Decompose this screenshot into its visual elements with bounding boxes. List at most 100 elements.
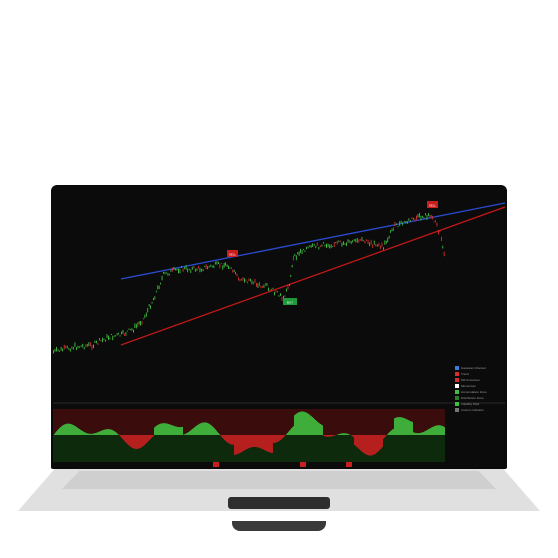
oscillator-bar (175, 426, 176, 435)
oscillator-bar (340, 433, 341, 435)
oscillator-bar (117, 433, 118, 435)
upper-trendline[interactable] (120, 202, 505, 280)
oscillator-bar (435, 425, 436, 435)
price-candle (309, 245, 311, 247)
price-candle (350, 241, 352, 245)
legend-item[interactable]: MA Crossover (455, 377, 505, 383)
oscillator-panel[interactable] (53, 409, 445, 462)
price-candle (381, 242, 383, 247)
oscillator-bar (286, 434, 287, 435)
oscillator-bar (362, 435, 363, 453)
price-candle (124, 333, 125, 336)
oscillator-bar (182, 426, 183, 435)
sell-signal-tag-1[interactable] (227, 250, 238, 257)
price-candle (127, 330, 128, 332)
oscillator-bar (154, 427, 155, 435)
legend-item[interactable]: Trend (455, 371, 505, 377)
legend-item[interactable]: Volatility Filter (455, 401, 505, 407)
price-candle (157, 285, 159, 290)
oscillator-bar (162, 423, 163, 435)
price-candle (439, 230, 441, 232)
oscillator-bar (249, 435, 250, 448)
price-candle (214, 261, 216, 265)
price-candle (284, 295, 286, 297)
price-candle (432, 216, 434, 220)
price-candle (250, 278, 251, 282)
price-candle (53, 350, 54, 354)
price-candle (265, 282, 266, 286)
oscillator-bar (423, 431, 424, 435)
lower-trendline[interactable] (120, 206, 505, 346)
price-candle (414, 218, 416, 221)
price-candle (236, 273, 238, 277)
price-candle (387, 237, 389, 243)
oscillator-bar (408, 420, 409, 435)
oscillator-bar (414, 432, 415, 435)
price-candle (397, 226, 399, 228)
oscillator-bar (278, 435, 279, 442)
price-candle (191, 266, 193, 270)
oscillator-bar (133, 435, 134, 449)
price-candle (166, 272, 167, 274)
oscillator-bar (214, 428, 215, 435)
legend-item[interactable]: Accumulation Zone (455, 389, 505, 395)
price-candle (121, 331, 122, 335)
oscillator-bar (77, 427, 78, 435)
oscillator-bar (136, 435, 137, 449)
price-candle (287, 285, 289, 290)
oscillator-bar (186, 433, 187, 435)
price-chart[interactable]: SELL BUY SELL (53, 187, 505, 467)
oscillator-bar (113, 430, 114, 435)
legend-item[interactable]: Gaussian Channel (455, 365, 505, 371)
oscillator-bar (106, 429, 107, 435)
oscillator-bar (346, 433, 347, 435)
bottom-sell-marker-2[interactable] (300, 462, 306, 467)
bottom-sell-marker-3[interactable] (346, 462, 352, 467)
legend-item[interactable]: Momentum (455, 383, 505, 389)
oscillator-bar (192, 428, 193, 435)
oscillator-bar (94, 433, 95, 435)
oscillator-bar (402, 417, 403, 435)
oscillator-bar (83, 431, 84, 435)
oscillator-bar (218, 433, 219, 435)
price-candle (170, 269, 172, 272)
oscillator-bar (392, 429, 393, 435)
price-candle (367, 239, 369, 244)
indicator-legend: Gaussian Channel Trend MA Crossover Momentu… (455, 365, 505, 413)
oscillator-bar (387, 434, 388, 435)
oscillator-bar (388, 433, 389, 435)
oscillator-bar (139, 435, 140, 449)
price-candle (97, 342, 99, 345)
oscillator-bar (112, 430, 113, 435)
oscillator-bar (243, 435, 244, 451)
buy-signal-tag-1[interactable] (283, 298, 297, 305)
oscillator-bar (442, 426, 443, 435)
oscillator-bar (217, 431, 218, 435)
bottom-sell-marker-1[interactable] (213, 462, 219, 467)
sell-signal-tag-2[interactable] (427, 201, 438, 208)
oscillator-bar (80, 429, 81, 435)
price-candle (349, 240, 351, 243)
oscillator-bar (438, 425, 439, 435)
legend-swatch (455, 366, 459, 370)
oscillator-bar (421, 432, 422, 435)
legend-item[interactable]: Custom Indicator (455, 407, 505, 413)
oscillator-bar (168, 424, 169, 435)
price-candle (182, 268, 184, 272)
price-candle (358, 239, 360, 243)
price-candle (164, 271, 166, 275)
price-candle (106, 334, 108, 338)
legend-label: MA Crossover (461, 378, 480, 382)
oscillator-bar (176, 426, 177, 435)
oscillator-bar (298, 412, 299, 435)
oscillator-bar (204, 422, 205, 435)
oscillator-bar (320, 424, 321, 435)
oscillator-bar (393, 428, 394, 435)
oscillator-bar (64, 424, 65, 435)
oscillator-bar (349, 434, 350, 435)
oscillator-bar (56, 431, 57, 435)
legend-item[interactable]: Distribution Zone (455, 395, 505, 401)
oscillator-bar (273, 435, 274, 443)
oscillator-bar (307, 413, 308, 435)
